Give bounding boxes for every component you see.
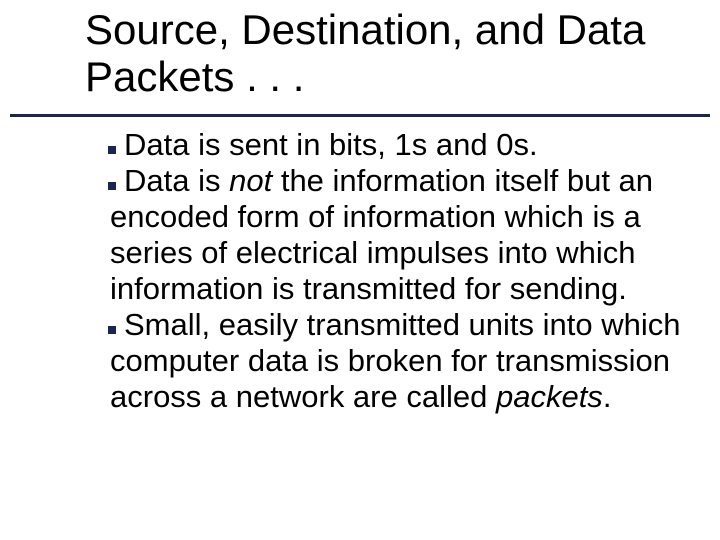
list-item-text: not	[229, 163, 272, 198]
list-item: Data is not the information itself but a…	[110, 163, 698, 307]
list-item-text: Data is sent in bits, 1s and 0s.	[124, 127, 538, 162]
list-item-text: packets	[496, 379, 603, 414]
list-item-text: Data is	[124, 163, 229, 198]
list-item: Data is sent in bits, 1s and 0s.	[110, 127, 698, 163]
list-item-text: .	[603, 379, 612, 414]
slide-title: Source, Destination, and Data Packets . …	[85, 6, 700, 100]
accent-rule	[10, 114, 710, 117]
square-bullet-icon	[108, 326, 116, 334]
slide: Source, Destination, and Data Packets . …	[0, 0, 720, 540]
square-bullet-icon	[108, 146, 116, 154]
list-item: Small, easily transmitted units into whi…	[110, 307, 698, 415]
square-bullet-icon	[108, 182, 116, 190]
bullet-list: Data is sent in bits, 1s and 0s.Data is …	[110, 127, 698, 415]
